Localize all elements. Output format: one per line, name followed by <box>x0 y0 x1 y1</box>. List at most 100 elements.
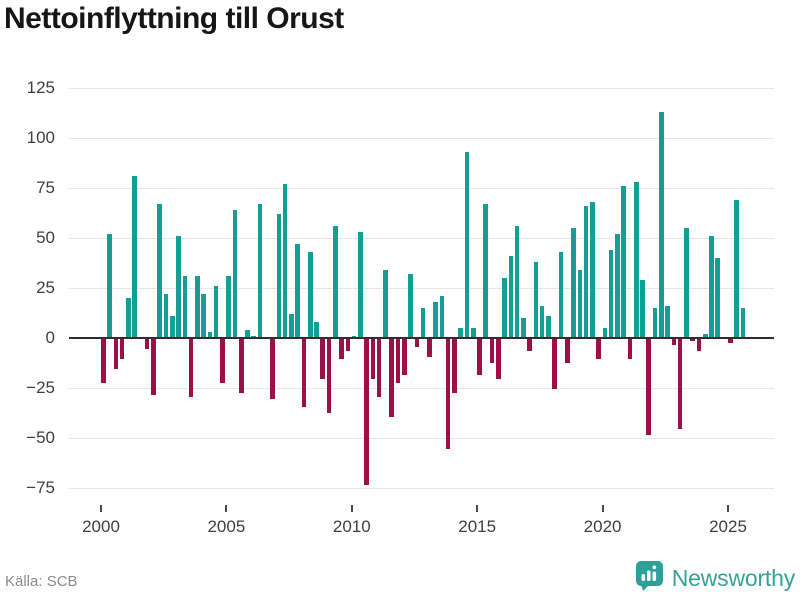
bar-positive <box>226 276 231 338</box>
x-tick <box>100 505 102 512</box>
bar-negative <box>376 339 382 397</box>
bar-positive <box>709 236 714 338</box>
bar-positive <box>257 204 263 338</box>
y-tick-label: 50 <box>36 228 55 247</box>
bar-positive <box>483 204 489 338</box>
bar-positive <box>740 308 746 338</box>
bar-positive <box>640 280 645 338</box>
bar-negative <box>339 339 344 359</box>
bar-negative <box>320 339 326 379</box>
bar-negative <box>496 339 501 379</box>
x-tick-label: 2010 <box>332 517 371 536</box>
bar-positive <box>539 306 545 338</box>
x-tick-label: 2015 <box>458 517 497 536</box>
y-gridline <box>69 438 774 439</box>
x-tick <box>727 505 729 512</box>
bar-negative <box>728 339 733 343</box>
bar-positive <box>521 318 526 338</box>
bar-negative <box>564 339 570 363</box>
bar-positive <box>652 308 658 338</box>
x-tick-label: 2005 <box>207 517 246 536</box>
bar-positive <box>615 234 620 338</box>
bar-positive <box>314 322 319 338</box>
x-tick <box>350 505 353 512</box>
bar-positive <box>702 334 708 338</box>
y-tick-label: 0 <box>45 328 55 347</box>
y-tick-label: −50 <box>26 428 55 447</box>
bar-negative <box>427 339 432 357</box>
bar-positive <box>684 228 689 338</box>
newsworthy-badge-icon <box>635 560 664 596</box>
bar-negative <box>414 339 420 347</box>
bar-positive <box>295 244 300 338</box>
x-tick <box>476 505 479 512</box>
bar-negative <box>101 339 106 383</box>
bar-positive <box>665 306 670 338</box>
bar-positive <box>602 328 608 338</box>
bar-positive <box>107 234 112 338</box>
y-tick-label: 75 <box>36 178 55 197</box>
y-gridline <box>69 88 774 89</box>
bar-negative <box>220 339 225 383</box>
bar-negative <box>671 339 677 345</box>
bar-positive <box>633 182 639 338</box>
bar-positive <box>502 278 507 338</box>
bar-chart: Nettoinflyttning till Orust 125 100 75 50 25… <box>4 2 774 536</box>
bar-negative <box>690 339 695 341</box>
bar-positive <box>420 308 426 338</box>
y-tick-label: 25 <box>36 278 55 297</box>
x-tick-label: 2000 <box>82 517 120 536</box>
y-gridline <box>69 288 774 289</box>
bar-positive <box>659 112 664 338</box>
bar-positive <box>464 152 470 338</box>
bar-negative <box>696 339 702 351</box>
zero-line <box>69 337 774 339</box>
bar-negative <box>270 339 275 399</box>
bar-positive <box>715 258 721 338</box>
bar-positive <box>358 232 363 338</box>
bar-positive <box>621 186 626 338</box>
bar-negative <box>238 339 244 393</box>
bar-positive <box>126 298 131 338</box>
y-tick-label: 100 <box>26 128 55 147</box>
bar-positive <box>608 250 614 338</box>
bar-positive <box>583 206 589 338</box>
y-gridline <box>69 138 774 139</box>
bar-positive <box>282 184 288 338</box>
bar-positive <box>408 274 413 338</box>
bar-negative <box>677 339 683 429</box>
y-tick-label: 125 <box>26 78 55 97</box>
y-gridline <box>69 238 774 239</box>
newsworthy-wordmark: Newsworthy <box>671 564 795 591</box>
bar-positive <box>514 226 520 338</box>
bar-positive <box>433 302 438 338</box>
bar-positive <box>176 236 181 338</box>
bar-negative <box>113 339 119 369</box>
bar-positive <box>195 276 200 338</box>
bar-positive <box>157 204 163 338</box>
bar-positive <box>546 316 551 338</box>
bar-positive <box>201 294 206 338</box>
bar-negative <box>301 339 307 407</box>
bar-positive <box>533 262 539 338</box>
chart-title: Nettoinflyttning till Orust <box>4 2 344 35</box>
bar-negative <box>646 339 652 435</box>
x-tick-label: 2020 <box>583 517 622 536</box>
bar-negative <box>151 339 156 395</box>
bar-positive <box>182 276 188 338</box>
bar-positive <box>590 202 595 338</box>
bar-negative <box>188 339 194 397</box>
y-tick-label: −75 <box>26 478 55 497</box>
x-tick <box>601 505 604 512</box>
bar-negative <box>445 339 451 449</box>
bar-negative <box>489 339 495 363</box>
bar-positive <box>232 210 238 338</box>
bar-positive <box>734 200 739 338</box>
newsworthy-logo: Newsworthy <box>635 560 795 596</box>
bar-positive <box>470 328 476 338</box>
source-label: Källa: SCB <box>5 573 78 590</box>
bar-negative <box>345 339 351 351</box>
bar-negative <box>452 339 457 393</box>
bar-positive <box>163 294 169 338</box>
bar-positive <box>571 228 576 338</box>
